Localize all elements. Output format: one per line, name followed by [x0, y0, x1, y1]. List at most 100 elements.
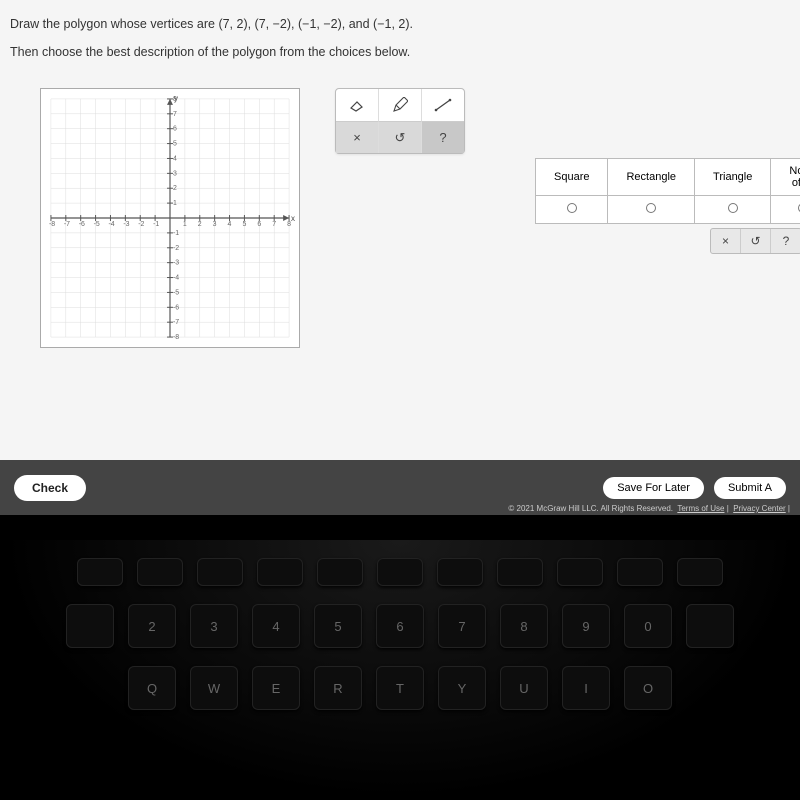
save-for-later-button[interactable]: Save For Later	[603, 477, 704, 499]
fn-key	[197, 558, 243, 586]
svg-text:6: 6	[257, 221, 261, 228]
copyright-text: © 2021 McGraw Hill LLC. All Rights Reser…	[508, 504, 790, 513]
key-3: 3	[190, 604, 238, 648]
svg-text:-5: -5	[173, 289, 179, 296]
fn-key	[377, 558, 423, 586]
key-4: 4	[252, 604, 300, 648]
svg-text:3: 3	[213, 221, 217, 228]
undo-button[interactable]: ↺	[379, 121, 422, 153]
key-8: 8	[500, 604, 548, 648]
qwerty-row: Q W E R T Y U I O	[0, 666, 800, 710]
terms-link[interactable]: Terms of Use	[677, 504, 724, 513]
svg-text:-1: -1	[173, 230, 179, 237]
svg-text:6: 6	[173, 126, 177, 133]
key-5: 5	[314, 604, 362, 648]
key-q: Q	[128, 666, 176, 710]
coordinate-grid[interactable]: x y -88-77-66-55-44-33-22-111-12-23-34-4…	[40, 88, 300, 348]
fn-key	[557, 558, 603, 586]
svg-text:5: 5	[173, 141, 177, 148]
svg-text:4: 4	[228, 221, 232, 228]
question-line2: Then choose the best description of the …	[10, 42, 790, 62]
choice-triangle-radio[interactable]	[695, 196, 771, 224]
key-u: U	[500, 666, 548, 710]
fn-key	[437, 558, 483, 586]
choice-square-radio[interactable]	[536, 196, 608, 224]
question-vertices: (7, 2), (7, −2), (−1, −2), and (−1, 2).	[218, 17, 413, 31]
fn-key	[497, 558, 543, 586]
svg-text:-3: -3	[173, 260, 179, 267]
svg-text:-3: -3	[123, 221, 129, 228]
choice-square-label: Square	[536, 159, 608, 196]
app-screen: Draw the polygon whose vertices are (7, …	[0, 0, 800, 515]
check-button[interactable]: Check	[14, 475, 86, 501]
answer-choices: Square Rectangle Triangle None of th	[535, 158, 800, 224]
svg-text:5: 5	[242, 221, 246, 228]
svg-text:-7: -7	[173, 319, 179, 326]
key-o: O	[624, 666, 672, 710]
svg-text:-7: -7	[64, 221, 70, 228]
eraser-tool[interactable]	[336, 89, 379, 121]
key-w: W	[190, 666, 238, 710]
svg-text:2: 2	[173, 185, 177, 192]
key-t: T	[376, 666, 424, 710]
svg-text:4: 4	[173, 155, 177, 162]
clear-button[interactable]: ×	[336, 121, 379, 153]
svg-text:7: 7	[272, 221, 276, 228]
svg-text:-6: -6	[79, 221, 85, 228]
key-9: 9	[562, 604, 610, 648]
svg-text:-2: -2	[138, 221, 144, 228]
svg-text:x: x	[291, 214, 295, 223]
pencil-tool[interactable]	[379, 89, 422, 121]
mini-undo[interactable]: ↺	[741, 229, 771, 253]
key-e: E	[252, 666, 300, 710]
choice-none-label: None of th	[771, 159, 800, 196]
key-i: I	[562, 666, 610, 710]
key-6: 6	[376, 604, 424, 648]
fn-key	[617, 558, 663, 586]
svg-text:-1: -1	[153, 221, 159, 228]
svg-text:2: 2	[198, 221, 202, 228]
fn-key	[257, 558, 303, 586]
fn-row	[0, 558, 800, 586]
svg-text:-4: -4	[108, 221, 114, 228]
key-7: 7	[438, 604, 486, 648]
svg-text:-4: -4	[173, 275, 179, 282]
choice-rectangle-label: Rectangle	[608, 159, 695, 196]
svg-text:1: 1	[173, 200, 177, 207]
svg-text:-6: -6	[173, 304, 179, 311]
svg-text:-8: -8	[49, 221, 55, 228]
svg-text:7: 7	[173, 111, 177, 118]
choice-rectangle-radio[interactable]	[608, 196, 695, 224]
choice-triangle-label: Triangle	[695, 159, 771, 196]
mini-clear[interactable]: ×	[711, 229, 741, 253]
drawing-toolbox: × ↺ ?	[335, 88, 465, 154]
fn-key	[677, 558, 723, 586]
svg-text:-8: -8	[173, 334, 179, 341]
submit-button[interactable]: Submit A	[714, 477, 786, 499]
svg-text:1: 1	[183, 221, 187, 228]
question-text: Draw the polygon whose vertices are (7, …	[0, 0, 800, 68]
help-button[interactable]: ?	[422, 121, 464, 153]
key-0: 0	[624, 604, 672, 648]
svg-text:8: 8	[173, 96, 177, 103]
number-row: 2 3 4 5 6 7 8 9 0	[0, 604, 800, 648]
choice-none-radio[interactable]	[771, 196, 800, 224]
mini-help[interactable]: ?	[771, 229, 800, 253]
key-tilde	[66, 604, 114, 648]
svg-text:3: 3	[173, 170, 177, 177]
laptop-keyboard: 2 3 4 5 6 7 8 9 0 Q W E R T Y U I O	[0, 540, 800, 800]
fn-key	[77, 558, 123, 586]
svg-text:8: 8	[287, 221, 291, 228]
privacy-link[interactable]: Privacy Center	[733, 504, 785, 513]
svg-text:-2: -2	[173, 245, 179, 252]
key-2: 2	[128, 604, 176, 648]
key-r: R	[314, 666, 362, 710]
fn-key	[317, 558, 363, 586]
key-minus	[686, 604, 734, 648]
fn-key	[137, 558, 183, 586]
svg-text:-5: -5	[94, 221, 100, 228]
work-area: x y -88-77-66-55-44-33-22-111-12-23-34-4…	[0, 68, 800, 428]
question-line1-pre: Draw the polygon whose vertices are	[10, 17, 218, 31]
key-y: Y	[438, 666, 486, 710]
line-tool[interactable]	[422, 89, 464, 121]
